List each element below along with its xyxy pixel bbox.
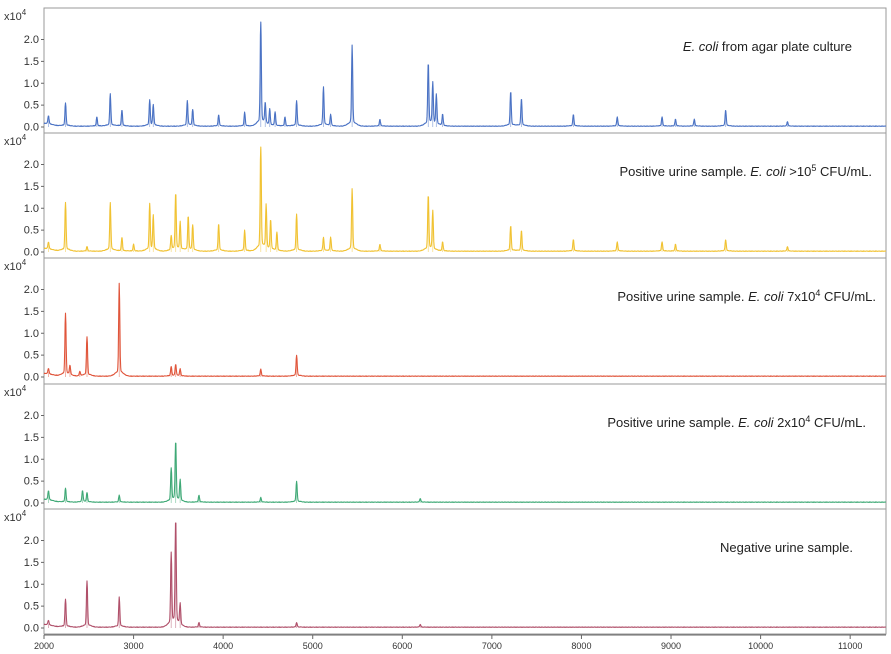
y-tick-label: 0.0	[24, 372, 39, 384]
x-tick-label: 7000	[482, 641, 502, 651]
x-tick-label: 3000	[124, 641, 144, 651]
y-tick-label: 1.5	[24, 432, 39, 444]
plot-frame	[43, 7, 887, 635]
y-multiplier-label: x104	[4, 258, 27, 273]
spectrum-trace-5	[43, 522, 887, 628]
x-tick-label: 2000	[34, 641, 54, 651]
y-tick-label: 1.0	[24, 328, 39, 340]
spectrum-title-3: Positive urine sample. E. coli 7x104 CFU…	[617, 288, 876, 304]
spectrum-trace-3	[43, 282, 887, 377]
y-tick-label: 2.0	[24, 159, 39, 171]
y-tick-label: 0.0	[24, 623, 39, 635]
y-tick-label: 0.5	[24, 225, 39, 237]
y-tick-label: 0.0	[24, 247, 39, 259]
spectrum-trace-2	[43, 146, 887, 252]
spectrum-panel-3: 0.0 0.5 1.0 1.5 2.0 x104 Positive urine sample…	[4, 257, 887, 384]
spectrum-title-1: E. coli from agar plate culture	[683, 39, 852, 54]
x-tick-label: 10000	[748, 641, 773, 651]
spectrum-trace-4	[43, 442, 887, 503]
x-tick-label: 6000	[392, 641, 412, 651]
y-tick-label: 2.0	[24, 410, 39, 422]
y-tick-label: 2.0	[24, 284, 39, 296]
y-tick-label: 0.5	[24, 601, 39, 613]
y-tick-label: 0.5	[24, 350, 39, 362]
y-tick-label: 0.5	[24, 100, 39, 112]
y-tick-label: 1.0	[24, 579, 39, 591]
y-tick-label: 1.0	[24, 454, 39, 466]
x-tick-label: 11000	[838, 641, 862, 651]
y-tick-label: 1.5	[24, 306, 39, 318]
spectrum-title-5: Negative urine sample.	[720, 540, 853, 555]
y-tick-label: 1.5	[24, 56, 39, 68]
spectrum-trace-1	[43, 21, 887, 127]
spectrum-panel-1: 0.0 0.5 1.0 1.5 2.0 x104 E. coli from agar pla…	[4, 8, 887, 134]
y-multiplier-label: x104	[4, 8, 27, 23]
y-tick-label: 1.5	[24, 557, 39, 569]
y-tick-label: 0.0	[24, 122, 39, 134]
spectrum-title-2: Positive urine sample. E. coli >105 CFU/…	[620, 163, 873, 179]
y-tick-label: 1.0	[24, 203, 39, 215]
spectrum-title-4: Positive urine sample. E. coli 2x104 CFU…	[607, 414, 866, 430]
y-multiplier-label: x104	[4, 384, 27, 399]
y-multiplier-label: x104	[4, 133, 27, 148]
x-tick-label: 4000	[213, 641, 233, 651]
x-tick-label: 9000	[661, 641, 681, 651]
spectrum-panel-4: 0.0 0.5 1.0 1.5 2.0 x104 Positive urine sample…	[4, 383, 887, 510]
y-tick-label: 1.0	[24, 78, 39, 90]
x-tick-label: 8000	[571, 641, 591, 651]
y-tick-label: 0.5	[24, 476, 39, 488]
y-multiplier-label: x104	[4, 509, 27, 524]
y-tick-label: 1.5	[24, 181, 39, 193]
y-tick-label: 2.0	[24, 34, 39, 46]
spectrum-panel-2: 0.0 0.5 1.0 1.5 2.0 x104 Positive urine sample…	[4, 132, 887, 259]
x-tick-label: 5000	[303, 641, 323, 651]
y-tick-label: 0.0	[24, 498, 39, 510]
y-tick-label: 2.0	[24, 535, 39, 547]
spectrum-panel-5: 0.0 0.5 1.0 1.5 2.0 x104 Negative urine sample…	[4, 508, 887, 635]
